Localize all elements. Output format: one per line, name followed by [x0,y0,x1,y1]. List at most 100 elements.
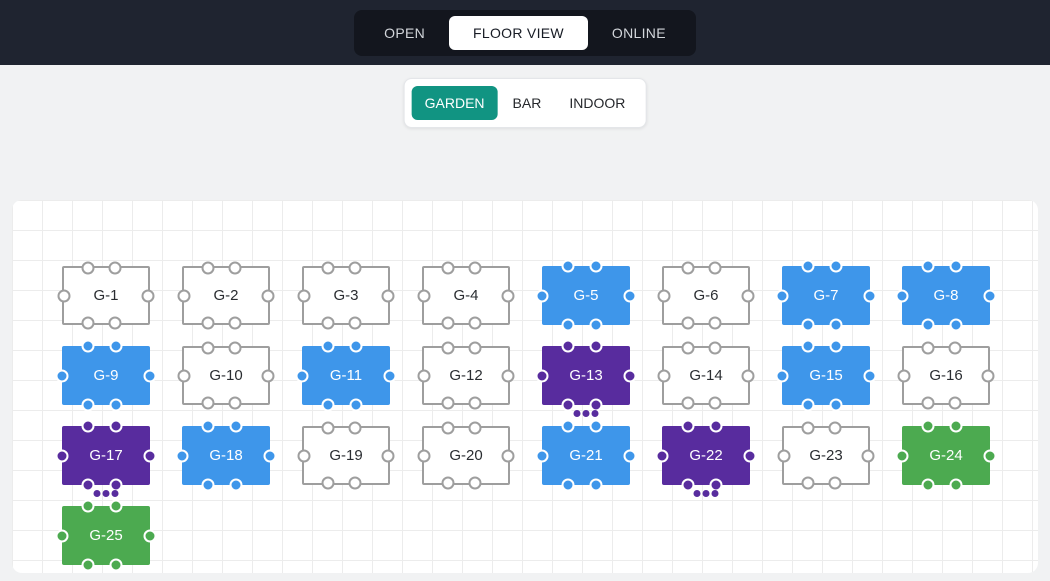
seat-icon [441,396,455,410]
seat-icon [263,449,277,462]
table-g-1[interactable]: G-1 [57,261,155,330]
table-label: G-24 [929,447,963,464]
seat-icon [321,398,335,412]
seat-icon [561,398,575,412]
table-g-17[interactable]: G-17 [55,419,157,497]
table-g-4[interactable]: G-4 [417,261,515,330]
table-g-7[interactable]: G-7 [775,259,877,332]
area-tab-garden[interactable]: GARDEN [411,86,498,120]
view-tab-floor-view[interactable]: FLOOR VIEW [449,15,588,50]
seat-icon [535,369,549,382]
table-g-10[interactable]: G-10 [177,341,275,410]
seat-icon [441,316,455,330]
table-g-16[interactable]: G-16 [897,341,995,410]
seat-icon [201,419,215,433]
seat-icon [561,339,575,353]
table-g-23[interactable]: G-23 [777,421,875,490]
table-label: G-15 [809,367,843,384]
table-label: G-12 [449,367,483,384]
seat-icon [921,478,935,492]
table-g-18[interactable]: G-18 [175,419,277,492]
seat-icon [81,261,95,275]
area-tab-bar[interactable]: BAR [500,86,555,120]
seat-icon [109,398,123,412]
table-label: G-13 [569,367,603,384]
seat-icon [897,369,911,382]
seat-icon [81,339,95,353]
seat-icon [921,396,935,410]
seat-icon [863,369,877,382]
seat-icon [228,396,242,410]
table-g-5[interactable]: G-5 [535,259,637,332]
area-tab-indoor[interactable]: INDOOR [556,86,638,120]
seat-icon [81,558,95,572]
table-g-22[interactable]: G-22 [655,419,757,497]
table-g-24[interactable]: G-24 [895,419,997,492]
seat-icon [801,318,815,332]
seat-icon [589,259,603,273]
seat-icon [589,318,603,332]
seat-icon [681,261,695,275]
table-label: G-7 [813,287,839,304]
seat-icon [441,341,455,355]
seat-icon [348,316,362,330]
table-g-13[interactable]: G-13 [535,339,637,417]
seat-icon [921,419,935,433]
seat-icon [55,369,69,382]
seat-icon [981,369,995,382]
table-g-19[interactable]: G-19 [297,421,395,490]
seat-icon [801,259,815,273]
table-label: G-1 [93,287,119,304]
table-g-14[interactable]: G-14 [657,341,755,410]
seat-icon [948,396,962,410]
table-g-6[interactable]: G-6 [657,261,755,330]
seat-icon [143,369,157,382]
table-g-21[interactable]: G-21 [535,419,637,492]
seat-icon [81,316,95,330]
seat-icon [801,339,815,353]
table-label: G-2 [213,287,239,304]
seat-icon [801,398,815,412]
table-g-25[interactable]: G-25 [55,499,157,572]
table-g-15[interactable]: G-15 [775,339,877,412]
table-g-2[interactable]: G-2 [177,261,275,330]
table-g-11[interactable]: G-11 [295,339,397,412]
seat-icon [381,289,395,302]
seat-icon [801,421,815,435]
order-dots-icon [93,490,119,497]
seat-icon [949,419,963,433]
seat-icon [681,396,695,410]
seat-icon [829,318,843,332]
seat-icon [321,339,335,353]
seat-icon [441,476,455,490]
table-g-12[interactable]: G-12 [417,341,515,410]
seat-icon [775,289,789,302]
table-g-20[interactable]: G-20 [417,421,515,490]
table-g-8[interactable]: G-8 [895,259,997,332]
seat-icon [468,316,482,330]
seat-icon [709,419,723,433]
seat-icon [468,396,482,410]
seat-icon [321,316,335,330]
seat-icon [441,421,455,435]
table-label: G-5 [573,287,599,304]
seat-icon [349,339,363,353]
seat-icon [535,449,549,462]
seat-icon [381,449,395,462]
seat-icon [108,316,122,330]
seat-icon [81,398,95,412]
seat-icon [681,341,695,355]
seat-icon [589,419,603,433]
table-g-9[interactable]: G-9 [55,339,157,412]
view-tab-online[interactable]: ONLINE [588,16,690,50]
seat-icon [829,339,843,353]
seat-icon [55,529,69,542]
seat-icon [561,419,575,433]
table-label: G-25 [89,527,123,544]
seat-icon [708,341,722,355]
table-label: G-6 [693,287,719,304]
table-g-3[interactable]: G-3 [297,261,395,330]
seat-icon [895,449,909,462]
seat-icon [681,419,695,433]
view-tab-open[interactable]: OPEN [360,16,449,50]
